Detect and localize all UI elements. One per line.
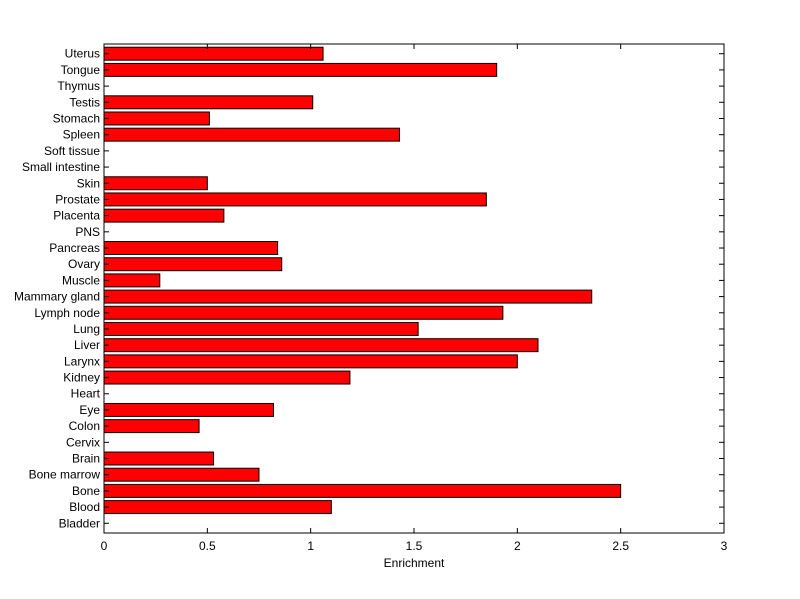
y-tick-label-stomach: Stomach bbox=[53, 111, 100, 125]
y-tick-label-cervix: Cervix bbox=[66, 435, 100, 449]
bar-pancreas bbox=[103, 241, 279, 255]
bar-liver bbox=[103, 338, 539, 353]
bar-lymph-node bbox=[103, 305, 504, 320]
x-tick-label: 1 bbox=[307, 539, 314, 553]
bar-skin bbox=[103, 176, 208, 191]
bar-muscle bbox=[103, 273, 161, 288]
y-tick-label-soft-tissue: Soft tissue bbox=[44, 144, 100, 158]
bar-testis bbox=[103, 95, 314, 110]
bar-brain bbox=[103, 451, 215, 466]
bars-group bbox=[103, 46, 622, 515]
bar-larynx bbox=[103, 354, 518, 369]
y-tick-label-lymph-node: Lymph node bbox=[34, 306, 100, 320]
y-tick-label-prostate: Prostate bbox=[55, 192, 100, 206]
bar-tongue bbox=[103, 62, 498, 77]
y-tick-label-brain: Brain bbox=[72, 452, 100, 466]
x-tick-label: 2 bbox=[514, 539, 521, 553]
x-tick-label: 1.5 bbox=[406, 539, 423, 553]
y-tick-label-bladder: Bladder bbox=[59, 516, 100, 530]
plot-area bbox=[103, 43, 725, 534]
y-tick-label-placenta: Placenta bbox=[53, 209, 100, 223]
bar-placenta bbox=[103, 208, 225, 223]
y-tick-label-kidney: Kidney bbox=[63, 371, 100, 385]
bar-colon bbox=[103, 419, 200, 434]
y-tick-label-small-intestine: Small intestine bbox=[22, 160, 100, 174]
y-tick-label-skin: Skin bbox=[77, 176, 100, 190]
y-tick-label-blood: Blood bbox=[69, 500, 100, 514]
y-tick-label-lung: Lung bbox=[73, 322, 100, 336]
bar-bone bbox=[103, 483, 622, 498]
bar-ovary bbox=[103, 257, 283, 272]
y-tick-label-testis: Testis bbox=[69, 95, 100, 109]
bar-bone-marrow bbox=[103, 467, 260, 482]
y-axis: Bladder Blood Bone Bone marrow Brain Cervix Co… bbox=[14, 47, 724, 530]
x-axis: 0 0.5 1 1.5 2 2.5 3 bbox=[101, 44, 728, 553]
y-tick-label-pancreas: Pancreas bbox=[49, 241, 100, 255]
x-tick-label: 0 bbox=[101, 539, 108, 553]
y-tick-label-bone: Bone bbox=[72, 484, 100, 498]
y-tick-label-muscle: Muscle bbox=[62, 273, 100, 287]
y-tick-label-thymus: Thymus bbox=[57, 79, 100, 93]
bar-prostate bbox=[103, 192, 487, 207]
bar-stomach bbox=[103, 111, 210, 126]
y-tick-label-liver: Liver bbox=[74, 338, 100, 352]
bar-eye bbox=[103, 402, 274, 417]
y-tick-label-pns: PNS bbox=[75, 225, 100, 239]
y-tick-label-colon: Colon bbox=[69, 419, 100, 433]
y-tick-label-tongue: Tongue bbox=[61, 63, 101, 77]
x-axis-label: Enrichment bbox=[384, 556, 445, 570]
y-tick-label-spleen: Spleen bbox=[63, 128, 100, 142]
y-tick-label-bone-marrow: Bone marrow bbox=[29, 468, 101, 482]
y-tick-label-eye: Eye bbox=[79, 403, 100, 417]
y-tick-label-mammary-gland: Mammary gland bbox=[14, 290, 100, 304]
bar-mammary-gland bbox=[103, 289, 593, 304]
bar-uterus bbox=[103, 46, 324, 61]
bar-lung bbox=[103, 322, 419, 336]
bar-kidney bbox=[103, 370, 351, 385]
bar-blood bbox=[103, 500, 332, 515]
y-tick-label-ovary: Ovary bbox=[68, 257, 100, 271]
y-tick-label-larynx: Larynx bbox=[64, 354, 100, 368]
x-tick-label: 3 bbox=[721, 539, 728, 553]
y-tick-label-heart: Heart bbox=[71, 387, 101, 401]
bar-spleen bbox=[103, 127, 401, 142]
x-tick-label: 0.5 bbox=[199, 539, 216, 553]
x-tick-label: 2.5 bbox=[612, 539, 629, 553]
y-tick-label-uterus: Uterus bbox=[65, 47, 100, 61]
